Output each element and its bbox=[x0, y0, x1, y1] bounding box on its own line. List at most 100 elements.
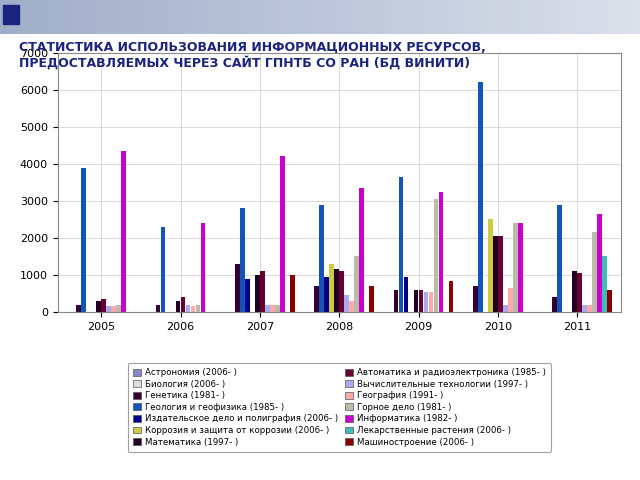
Bar bbox=[369, 286, 374, 312]
Bar bbox=[478, 83, 483, 312]
Bar bbox=[201, 223, 205, 312]
Bar bbox=[32, 0, 38, 34]
Bar bbox=[269, 0, 275, 34]
Bar bbox=[461, 0, 467, 34]
Bar bbox=[237, 0, 243, 34]
Bar bbox=[262, 0, 269, 34]
Bar bbox=[448, 0, 454, 34]
Bar bbox=[166, 0, 173, 34]
Bar bbox=[109, 0, 115, 34]
Bar bbox=[512, 0, 518, 34]
Bar bbox=[634, 0, 640, 34]
Bar bbox=[442, 0, 448, 34]
Bar bbox=[488, 219, 493, 312]
Bar bbox=[102, 0, 109, 34]
Bar bbox=[582, 305, 587, 312]
Bar bbox=[576, 0, 582, 34]
Bar bbox=[0, 0, 6, 34]
Bar bbox=[572, 271, 577, 312]
Bar bbox=[83, 0, 90, 34]
Bar bbox=[346, 0, 352, 34]
Bar bbox=[589, 0, 595, 34]
Bar bbox=[275, 0, 282, 34]
Bar bbox=[550, 0, 557, 34]
Bar bbox=[384, 0, 390, 34]
Bar bbox=[582, 0, 589, 34]
Bar bbox=[154, 0, 160, 34]
Bar bbox=[319, 204, 324, 312]
Bar bbox=[438, 192, 444, 312]
Bar bbox=[38, 0, 45, 34]
Bar bbox=[335, 269, 339, 312]
Bar bbox=[96, 0, 102, 34]
Bar bbox=[81, 168, 86, 312]
Bar bbox=[3, 5, 19, 24]
Bar bbox=[275, 305, 280, 312]
Bar bbox=[486, 0, 493, 34]
Text: СТАТИСТИКА ИСПОЛЬЗОВАНИЯ ИНФОРМАЦИОННЫХ РЕСУРСОВ,: СТАТИСТИКА ИСПОЛЬЗОВАНИЯ ИНФОРМАЦИОННЫХ … bbox=[19, 41, 486, 54]
Bar bbox=[160, 0, 166, 34]
Bar bbox=[122, 151, 126, 312]
Bar bbox=[503, 305, 508, 312]
Bar bbox=[115, 0, 122, 34]
Bar bbox=[429, 292, 433, 312]
Bar bbox=[333, 0, 339, 34]
Bar bbox=[607, 290, 612, 312]
Bar bbox=[424, 292, 428, 312]
Bar bbox=[240, 208, 244, 312]
Bar bbox=[513, 223, 518, 312]
Bar bbox=[58, 0, 64, 34]
Bar bbox=[90, 0, 96, 34]
Bar bbox=[307, 0, 314, 34]
Bar bbox=[134, 0, 141, 34]
Bar bbox=[588, 305, 592, 312]
Bar bbox=[358, 0, 365, 34]
Bar bbox=[180, 297, 186, 312]
Bar bbox=[434, 199, 438, 312]
Bar bbox=[499, 0, 506, 34]
Bar bbox=[26, 0, 32, 34]
Bar bbox=[192, 0, 198, 34]
Bar bbox=[314, 0, 320, 34]
Bar bbox=[320, 0, 326, 34]
Bar bbox=[454, 0, 461, 34]
Bar bbox=[404, 277, 408, 312]
Bar bbox=[230, 0, 237, 34]
Bar bbox=[349, 301, 354, 312]
Bar bbox=[378, 0, 384, 34]
Bar bbox=[339, 271, 344, 312]
Bar bbox=[176, 301, 180, 312]
Bar bbox=[410, 0, 416, 34]
Bar bbox=[557, 0, 563, 34]
Bar bbox=[344, 295, 349, 312]
Bar bbox=[608, 0, 614, 34]
Bar bbox=[77, 0, 83, 34]
Bar bbox=[493, 0, 499, 34]
Bar bbox=[359, 188, 364, 312]
Bar bbox=[557, 204, 562, 312]
Bar bbox=[211, 0, 218, 34]
Bar bbox=[111, 306, 116, 312]
Bar bbox=[531, 0, 538, 34]
Bar bbox=[250, 0, 256, 34]
Bar bbox=[243, 0, 250, 34]
Bar bbox=[290, 275, 294, 312]
Bar bbox=[614, 0, 621, 34]
Bar bbox=[270, 305, 275, 312]
Bar bbox=[326, 0, 333, 34]
Bar bbox=[128, 0, 134, 34]
Bar bbox=[122, 0, 128, 34]
Bar bbox=[429, 0, 435, 34]
Bar bbox=[577, 273, 582, 312]
Bar bbox=[473, 286, 477, 312]
Bar bbox=[245, 279, 250, 312]
Bar bbox=[13, 0, 19, 34]
Bar bbox=[97, 301, 101, 312]
Bar bbox=[595, 0, 602, 34]
Bar bbox=[106, 306, 111, 312]
Bar bbox=[161, 227, 165, 312]
Bar bbox=[198, 0, 205, 34]
Bar bbox=[506, 0, 512, 34]
Bar bbox=[235, 264, 240, 312]
Bar bbox=[256, 0, 262, 34]
